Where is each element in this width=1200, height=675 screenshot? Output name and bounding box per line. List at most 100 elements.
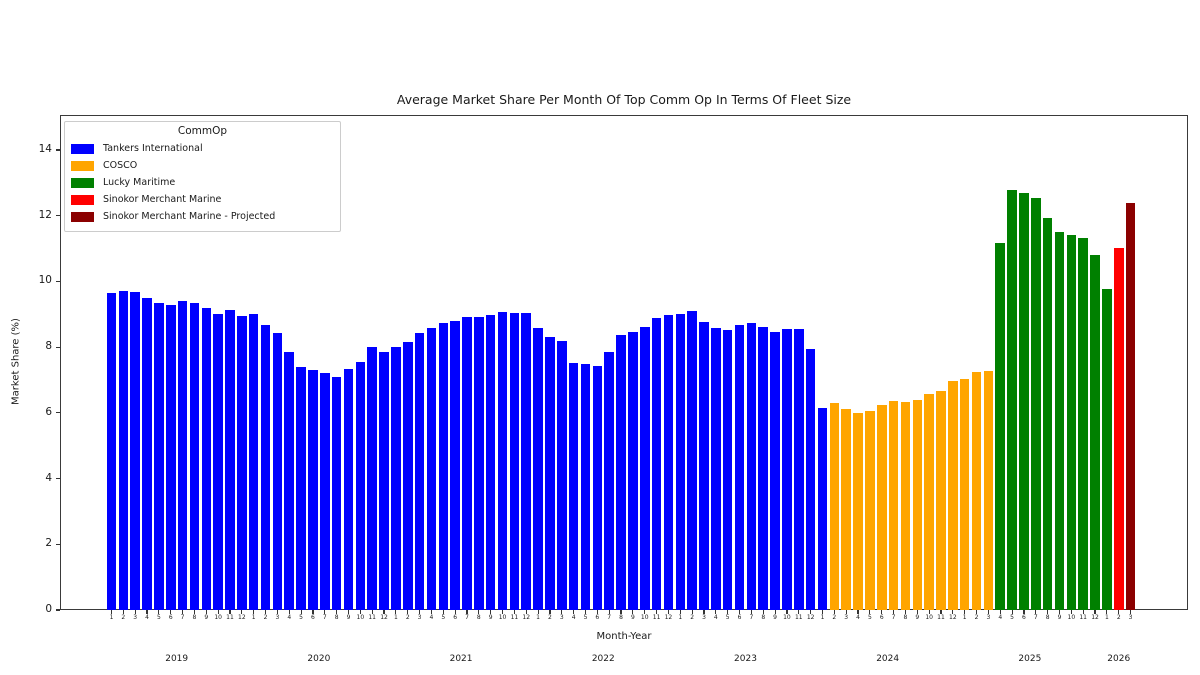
bar-2021-3 [414, 333, 425, 610]
bar-2020-5 [296, 367, 306, 610]
bar-2022-12 [663, 314, 674, 610]
month-tick-label: 4 [998, 614, 1003, 621]
bar-2026-3 [1125, 202, 1136, 610]
month-tick-label: 8 [903, 614, 908, 621]
legend-label: Lucky Maritime [103, 177, 176, 188]
x-tick-mark [324, 610, 326, 614]
month-tick-label: 7 [749, 614, 754, 621]
year-tick-label-2024: 2024 [876, 654, 900, 664]
bar-2023-1 [675, 313, 686, 610]
x-tick-mark [383, 610, 385, 614]
x-tick-mark [845, 610, 847, 614]
bar-2023-9 [770, 332, 780, 610]
bar-2020-11 [367, 346, 377, 610]
legend-entry: COSCO [71, 157, 334, 174]
month-tick-label: 2 [690, 614, 695, 621]
month-tick-label: 2 [121, 614, 126, 621]
x-tick-mark [584, 610, 587, 614]
legend-entry: Tankers International [71, 140, 334, 157]
year-tick-label-2019: 2019 [165, 654, 189, 664]
x-tick-mark [110, 610, 113, 614]
month-tick-label: 11 [510, 614, 519, 621]
x-tick-mark [1106, 610, 1108, 614]
month-tick-label: 6 [879, 614, 884, 621]
month-tick-label: 9 [346, 614, 351, 621]
month-tick-label: 4 [856, 614, 860, 621]
x-tick-mark [1082, 610, 1084, 614]
x-tick-mark [857, 610, 859, 614]
bar-2024-4 [853, 413, 863, 610]
bar-2025-2 [971, 372, 982, 610]
x-tick-mark [442, 610, 444, 614]
bar-2022-8 [616, 334, 626, 610]
month-tick-label: 1 [962, 614, 967, 621]
bar-2025-1 [959, 379, 970, 610]
x-tick-mark [774, 610, 776, 614]
bar-2022-2 [545, 337, 555, 610]
legend: CommOp Tankers International COSCO Lucky M… [64, 121, 341, 232]
bar-2023-8 [758, 326, 769, 610]
x-tick-mark [193, 610, 196, 614]
x-tick-mark [549, 610, 551, 614]
month-tick-label: 4 [429, 614, 434, 621]
x-tick-mark [229, 610, 231, 614]
bar-2021-10 [497, 311, 508, 610]
month-tick-label: 9 [488, 614, 493, 621]
bar-2024-2 [829, 403, 840, 610]
month-tick-label: 1 [109, 614, 114, 621]
month-tick-label: 5 [441, 614, 446, 621]
month-tick-label: 11 [937, 614, 945, 621]
legend-swatch-green [71, 177, 94, 188]
bar-2023-3 [699, 321, 709, 610]
bar-2023-2 [687, 311, 697, 610]
x-tick-mark [632, 610, 634, 614]
x-tick-mark [537, 610, 539, 614]
x-tick-mark [987, 610, 989, 614]
x-tick-mark [134, 610, 136, 614]
bar-2020-2 [260, 325, 271, 610]
x-tick-mark [821, 610, 824, 614]
y-tick-label: 0 [45, 603, 52, 615]
month-tick-label: 1 [536, 614, 540, 621]
x-tick-mark [454, 610, 456, 614]
month-tick-label: 1 [251, 614, 256, 621]
x-tick-mark [1094, 610, 1096, 614]
year-tick-label-2023: 2023 [734, 654, 757, 664]
x-tick-mark [1047, 610, 1049, 614]
month-tick-label: 12 [522, 614, 531, 621]
x-tick-mark [904, 610, 907, 614]
y-tick-label: 14 [38, 143, 52, 155]
y-tick-label: 10 [38, 274, 52, 287]
bar-2025-9 [1054, 232, 1065, 610]
month-tick-label: 9 [630, 614, 635, 621]
bar-2024-11 [936, 391, 946, 610]
bar-2021-5 [438, 323, 449, 610]
bar-2023-6 [734, 325, 745, 610]
x-tick-mark [893, 610, 895, 614]
x-tick-mark [869, 610, 871, 614]
x-tick-mark [679, 610, 681, 614]
bar-2020-6 [308, 370, 318, 610]
bar-2021-9 [485, 314, 496, 610]
bar-2025-8 [1042, 217, 1053, 610]
month-tick-label: 4 [713, 614, 718, 621]
legend-swatch-darkred [71, 211, 94, 222]
x-tick-mark [952, 610, 954, 614]
month-tick-label: 5 [1010, 614, 1014, 621]
y-tick-mark [56, 477, 60, 480]
y-tick-label: 12 [38, 208, 52, 221]
x-tick-mark [347, 610, 350, 614]
month-tick-label: 3 [702, 614, 706, 621]
x-tick-mark [478, 610, 480, 614]
x-tick-mark [975, 610, 978, 614]
bar-2024-3 [841, 408, 851, 610]
x-tick-mark [810, 610, 812, 614]
bar-2024-8 [900, 402, 911, 610]
x-tick-mark [727, 610, 729, 614]
y-tick-mark [56, 412, 60, 414]
month-tick-label: 6 [311, 614, 315, 621]
legend-entry: Lucky Maritime [71, 174, 334, 191]
x-tick-mark [288, 610, 290, 614]
year-tick-label-2026: 2026 [1107, 654, 1131, 664]
legend-swatch-blue [71, 143, 94, 154]
